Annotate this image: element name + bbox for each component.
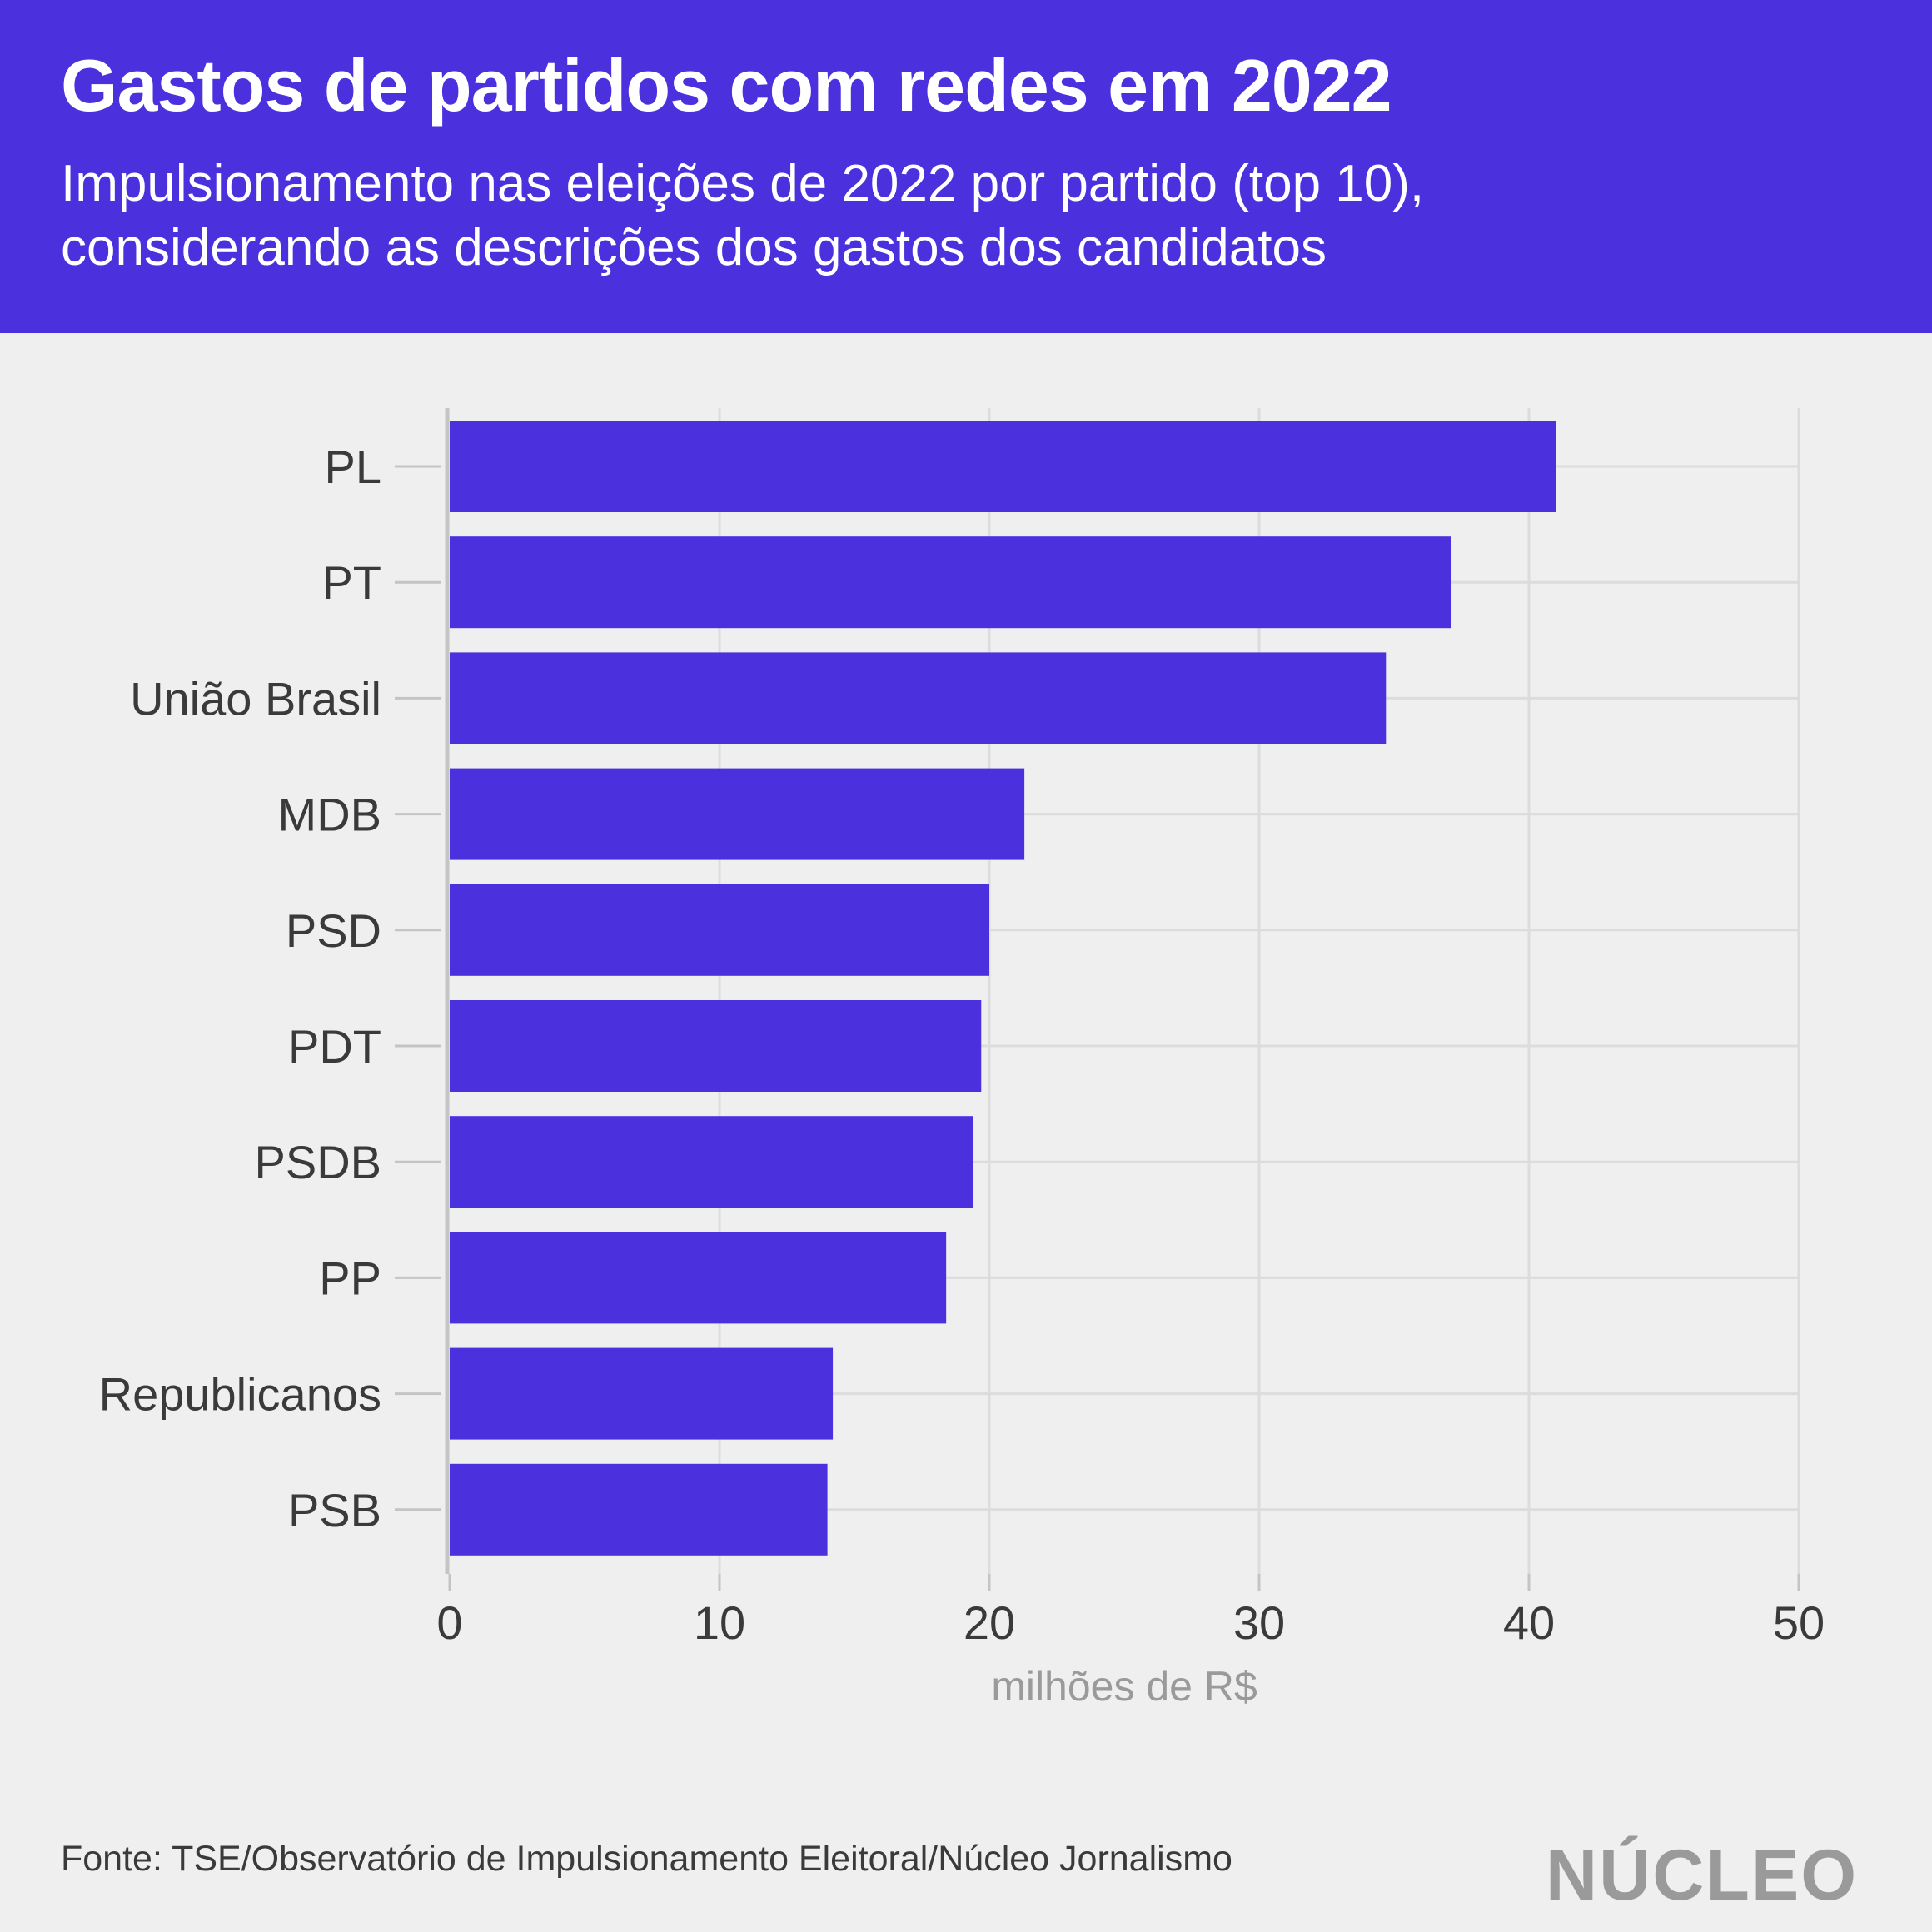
category-label: PDT	[288, 1020, 381, 1073]
category-label: Republicanos	[99, 1368, 381, 1421]
chart-subtitle-line-2: considerando as descrições dos gastos do…	[61, 219, 1327, 276]
x-tick-label: 10	[694, 1596, 745, 1649]
axes: 0 10 20 30 40 50 PL PT União Brasil MDB PSD PDT PSDB…	[99, 408, 1825, 1649]
source-note: Fonte: TSE/Observatório de Impulsionamen…	[61, 1839, 1232, 1879]
chart-subtitle-line-1: Impulsionamento nas eleições de 2022 por…	[61, 155, 1425, 212]
x-tick-label: 50	[1773, 1596, 1825, 1649]
bar-psb	[450, 1463, 828, 1556]
x-tick-label: 0	[436, 1596, 462, 1649]
bar-união-brasil	[450, 652, 1387, 744]
x-axis-title: milhões de R$	[991, 1663, 1257, 1710]
category-label: União Brasil	[130, 672, 381, 724]
x-tick-label: 40	[1503, 1596, 1555, 1649]
category-label: PSD	[286, 904, 381, 957]
nucleo-logo: NÚCLEO	[1546, 1835, 1859, 1915]
bars	[450, 421, 1556, 1556]
category-label: PL	[325, 441, 382, 493]
bar-pp	[450, 1232, 947, 1324]
chart-header: Gastos de partidos com redes em 2022 Imp…	[0, 0, 1932, 333]
bar-psdb	[450, 1116, 973, 1208]
bar-republicanos	[450, 1347, 834, 1440]
x-tick-label: 30	[1233, 1596, 1285, 1649]
bar-pt	[450, 536, 1451, 629]
bar-pl	[450, 421, 1556, 512]
category-label: PT	[321, 556, 381, 609]
bar-pdt	[450, 1000, 982, 1092]
bar-psd	[450, 884, 989, 976]
x-tick-label: 20	[964, 1596, 1015, 1649]
category-label: PSB	[288, 1484, 381, 1536]
category-label: PP	[319, 1252, 381, 1304]
category-label: PSDB	[255, 1136, 382, 1188]
chart-title: Gastos de partidos com redes em 2022	[61, 44, 1392, 127]
category-label: MDB	[278, 789, 381, 841]
bar-mdb	[450, 768, 1025, 860]
